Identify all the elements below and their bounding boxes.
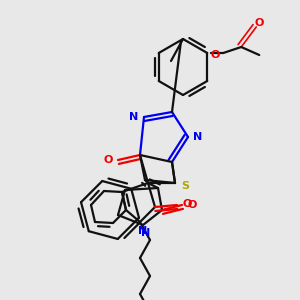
Text: O: O [103,155,113,165]
Text: N: N [138,226,148,236]
Text: N: N [129,112,139,122]
Text: S: S [181,181,189,191]
Text: N: N [194,132,202,142]
Text: N: N [141,228,151,238]
Text: O: O [182,199,192,209]
Text: O: O [187,200,197,210]
Text: O: O [255,18,264,28]
Text: O: O [211,50,220,60]
